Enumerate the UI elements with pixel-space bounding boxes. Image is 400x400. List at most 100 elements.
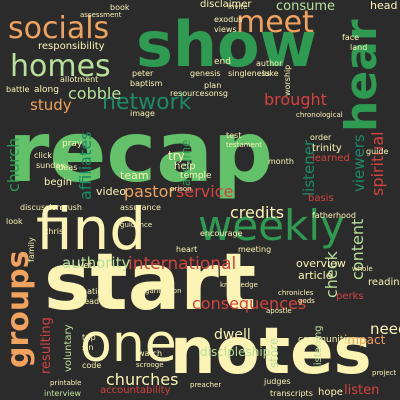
word-book: book [110,3,130,12]
word-show: show [136,8,317,81]
word-basis: basis [308,193,334,204]
word-consequences: consequences [192,294,307,313]
word-genesis: genesis [190,69,221,78]
word-help: help [174,161,196,172]
word-resulting: resulting [39,317,54,374]
word-sunday: sunday [36,161,66,170]
word-exodus: exodus [214,15,243,24]
word-trip: trip [82,333,96,342]
word-service: service [176,182,234,201]
word-notes: notes [170,315,372,389]
word-order: order [310,133,332,142]
word-crush: crush [60,203,82,212]
word-land: land [350,43,368,52]
word-listen: listen [344,383,380,398]
word-recap: recap [8,103,274,201]
word-temple: temple [180,171,212,181]
word-try: try [168,149,185,163]
word-scroll: scroll [192,269,211,277]
word-overview: overview [296,257,346,270]
word-click: click [34,151,52,160]
word-article: article [298,269,333,282]
word-prison: prison [170,185,192,193]
word-find: find [36,195,147,263]
word-face: face [342,33,360,42]
word-singleness: singleness [228,69,271,78]
word-printable: printable [50,379,82,387]
word-knowledge: knowledge [220,281,258,289]
word-christ: christ [44,227,67,236]
word-baptism: baptism [130,79,163,88]
word-encourage: encourage [200,229,243,238]
word-start: start [44,238,257,328]
word-brought: brought [264,90,327,109]
word-pray: pray [62,139,83,149]
word-reading: reading [368,277,400,288]
word-homes: homes [10,49,111,84]
word-spiritual: spiritual [368,131,387,196]
word-accountability: accountability [100,385,171,396]
word-groups: groups [1,250,36,368]
word-testament: testament [226,141,263,149]
word-worship: worship [283,64,292,96]
word-luke: luke [262,69,279,78]
word-cobble: cobble [68,84,122,103]
word-peter: peter [132,69,154,78]
word-credits: credits [230,203,285,222]
word-begin: begin [44,177,72,188]
word-fatherhood: fatherhood [312,211,356,220]
word-disclaimer: disclaimer [200,0,252,10]
word-transcripts: transcripts [270,389,313,398]
word-family: family [27,237,36,262]
word-head: head [370,0,398,12]
word-image: image [130,109,155,118]
word-responsibility: responsibility [38,41,105,52]
word-sin: sin [82,343,94,352]
word-invite: invite [228,3,248,11]
word-community: community [298,335,349,345]
word-test: test [226,131,242,140]
word-need: need [370,320,400,338]
word-viewers: viewers [350,134,368,192]
word-look: look [6,217,23,226]
word-nation: nation [82,287,108,296]
word-resourcesonsg: resourcesonsg [170,89,228,98]
word-whole: whole [352,265,373,273]
word-weekly: weekly [198,201,345,250]
word-learned: learned [312,153,350,164]
word-interview: interview [44,389,82,398]
word-guidance: guidance [120,221,153,229]
word-pastor: pastor [124,182,175,201]
word-organization: organization [138,287,182,295]
word-network: network [102,90,192,115]
word-store: store [267,337,281,368]
word-allotment: allotment [60,75,99,84]
word-study: study [30,96,72,114]
word-leader: leader [82,297,108,306]
word-meeting: meeting [238,245,272,254]
word-views: views [214,25,237,34]
word-consume: consume [276,0,336,14]
word-end: end [214,57,231,67]
word-perks: perks [336,291,364,302]
word-code: code [82,361,102,370]
word-scrooge: scrooge [136,361,164,369]
word-impact: impact [344,333,386,347]
word-gods: gods [298,297,315,305]
word-team: team [120,169,149,182]
word-church: church [4,137,23,192]
word-dwell: dwell [214,327,251,343]
word-battle: battle [6,85,30,94]
word-project: project [372,369,397,377]
word-assessment: assessment [80,11,122,19]
word-voluntary: voluntary [63,324,74,372]
word-video: video [96,185,127,198]
word-trinity: trinity [312,143,342,154]
word-assurance: assurance [120,203,161,212]
word-discipleship: discipleship [200,345,271,359]
word-preacher: preacher [190,381,222,389]
word-apostle: apostle [266,307,292,315]
word-month: month [268,157,294,166]
word-yet: yet [78,261,93,271]
